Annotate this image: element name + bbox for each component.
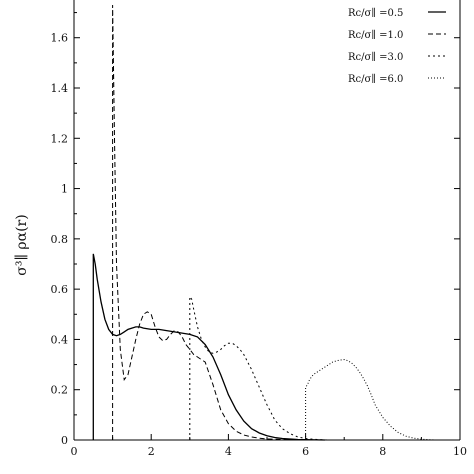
y-tick-label: 0.8: [51, 233, 69, 246]
y-tick-label: 0.4: [51, 333, 69, 346]
x-tick-label: 2: [148, 445, 155, 458]
series-line-3: [189, 295, 329, 441]
y-tick-label: 1: [61, 183, 68, 196]
axis-ticks: 0 2 4 6 8 10 0 0.2 0.4 0.6 0.8 1 1.2 1.4 1.6: [51, 12, 467, 458]
x-tick-label: 8: [379, 445, 386, 458]
y-tick-label: 1.2: [51, 132, 69, 145]
x-tick-label: 10: [453, 445, 467, 458]
y-tick-label: 0.2: [51, 384, 69, 397]
series-line-2: [112, 4, 306, 441]
legend-label-2: Rc/σ∥ =1.0: [348, 29, 403, 41]
y-tick-label: 0.6: [51, 283, 69, 296]
y-tick-label: 1.4: [51, 82, 69, 95]
series-line-1: [92, 253, 325, 441]
y-axis-label-text: σ³∥ ρα(r): [14, 214, 30, 275]
plot-frame: [73, 0, 461, 441]
legend-label-4: Rc/σ∥ =6.0: [348, 73, 403, 85]
y-tick-label: 1.6: [51, 32, 69, 45]
legend-label-3: Rc/σ∥ =3.0: [348, 51, 403, 63]
x-tick-label: 4: [225, 445, 232, 458]
x-tick-label: 0: [71, 445, 78, 458]
legend-label-1: Rc/σ∥ =0.5: [348, 7, 403, 19]
series-lines: [92, 4, 460, 441]
x-tick-label: 6: [302, 445, 309, 458]
legend: Rc/σ∥ =0.5 Rc/σ∥ =1.0 Rc/σ∥ =3.0 Rc/σ∥ =6.0: [348, 7, 446, 85]
y-axis-label: σ³∥ ρα(r): [14, 214, 30, 275]
y-tick-label: 0: [61, 434, 68, 447]
series-line-4: [305, 358, 460, 441]
